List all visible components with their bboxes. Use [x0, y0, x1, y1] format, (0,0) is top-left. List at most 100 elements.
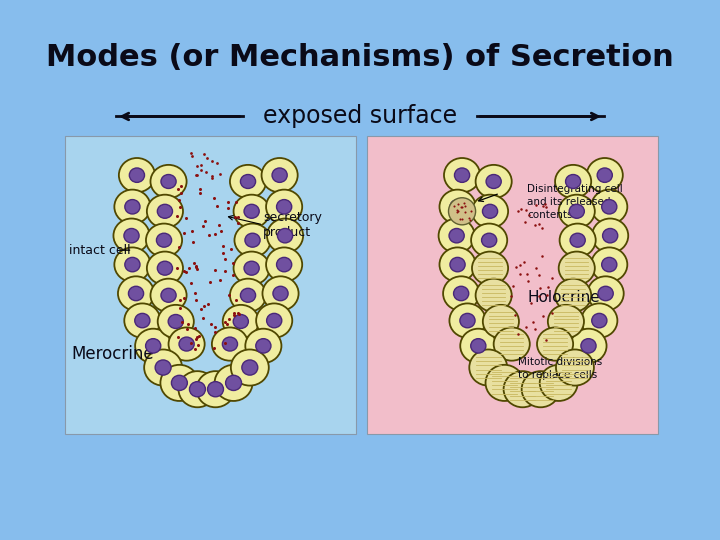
Ellipse shape: [135, 329, 171, 363]
Ellipse shape: [171, 375, 187, 390]
Ellipse shape: [222, 337, 238, 351]
Ellipse shape: [114, 247, 150, 282]
Ellipse shape: [602, 258, 617, 272]
Ellipse shape: [276, 200, 292, 214]
Ellipse shape: [240, 288, 256, 302]
Ellipse shape: [597, 168, 612, 183]
Ellipse shape: [439, 247, 476, 282]
Ellipse shape: [494, 327, 530, 361]
Ellipse shape: [146, 224, 182, 257]
Text: Merocrine: Merocrine: [71, 345, 153, 362]
Ellipse shape: [570, 233, 585, 247]
Ellipse shape: [273, 286, 288, 301]
Ellipse shape: [158, 305, 194, 338]
Ellipse shape: [598, 286, 613, 301]
Ellipse shape: [144, 349, 182, 386]
Ellipse shape: [158, 204, 173, 218]
Ellipse shape: [244, 204, 259, 218]
Ellipse shape: [261, 158, 297, 192]
Ellipse shape: [483, 305, 519, 338]
Ellipse shape: [168, 314, 184, 328]
Text: Holocrine: Holocrine: [527, 289, 600, 305]
Ellipse shape: [197, 371, 235, 407]
Ellipse shape: [124, 228, 139, 243]
Ellipse shape: [592, 313, 607, 328]
Bar: [367, 136, 658, 434]
Ellipse shape: [125, 258, 140, 272]
Ellipse shape: [118, 276, 154, 310]
Ellipse shape: [559, 195, 595, 228]
Text: intact cell: intact cell: [69, 244, 131, 256]
Ellipse shape: [439, 190, 476, 224]
Ellipse shape: [476, 165, 512, 198]
Text: Modes (or Mechanisms) of Secretion: Modes (or Mechanisms) of Secretion: [46, 43, 674, 72]
Ellipse shape: [235, 224, 271, 257]
Ellipse shape: [449, 303, 485, 338]
Ellipse shape: [592, 219, 629, 253]
Ellipse shape: [450, 258, 465, 272]
Ellipse shape: [156, 233, 171, 247]
Ellipse shape: [266, 247, 302, 282]
Text: exposed surface: exposed surface: [263, 104, 457, 129]
Bar: [65, 136, 356, 434]
Ellipse shape: [454, 286, 469, 301]
Ellipse shape: [587, 158, 623, 192]
Ellipse shape: [245, 233, 260, 247]
Ellipse shape: [485, 365, 523, 401]
Ellipse shape: [588, 276, 624, 310]
Ellipse shape: [591, 190, 627, 224]
Ellipse shape: [242, 360, 258, 375]
Ellipse shape: [230, 165, 266, 198]
Ellipse shape: [240, 174, 256, 188]
Ellipse shape: [256, 303, 292, 338]
Ellipse shape: [207, 382, 223, 397]
Ellipse shape: [450, 200, 465, 214]
Ellipse shape: [147, 252, 183, 285]
Ellipse shape: [522, 371, 559, 407]
Ellipse shape: [482, 233, 497, 247]
Text: Mitotic divisions
to replace cells: Mitotic divisions to replace cells: [518, 357, 603, 380]
Ellipse shape: [256, 339, 271, 353]
Ellipse shape: [246, 329, 282, 363]
Ellipse shape: [460, 329, 496, 363]
Ellipse shape: [135, 313, 150, 328]
Ellipse shape: [443, 276, 480, 310]
Ellipse shape: [570, 329, 606, 363]
Ellipse shape: [215, 365, 253, 401]
Ellipse shape: [233, 314, 248, 328]
Ellipse shape: [444, 158, 480, 192]
Ellipse shape: [161, 288, 176, 302]
Ellipse shape: [233, 195, 270, 228]
Ellipse shape: [272, 168, 287, 183]
Ellipse shape: [114, 219, 150, 253]
Ellipse shape: [581, 339, 596, 353]
Ellipse shape: [486, 174, 501, 188]
Ellipse shape: [125, 200, 140, 214]
Ellipse shape: [266, 190, 302, 224]
Ellipse shape: [471, 224, 507, 257]
Ellipse shape: [476, 279, 512, 312]
Ellipse shape: [125, 303, 161, 338]
Ellipse shape: [469, 349, 507, 386]
Ellipse shape: [150, 165, 186, 198]
Ellipse shape: [277, 228, 292, 243]
Ellipse shape: [540, 365, 577, 401]
Ellipse shape: [555, 165, 591, 198]
Ellipse shape: [548, 305, 584, 338]
Ellipse shape: [189, 382, 205, 397]
Ellipse shape: [212, 327, 248, 361]
Ellipse shape: [555, 279, 591, 312]
Ellipse shape: [537, 327, 573, 361]
Ellipse shape: [581, 303, 617, 338]
Ellipse shape: [503, 371, 541, 407]
Ellipse shape: [179, 371, 217, 407]
Ellipse shape: [168, 327, 204, 361]
Ellipse shape: [244, 261, 259, 275]
Ellipse shape: [472, 195, 508, 228]
Ellipse shape: [128, 286, 143, 301]
Ellipse shape: [266, 313, 282, 328]
Ellipse shape: [233, 252, 270, 285]
Ellipse shape: [155, 360, 171, 375]
Ellipse shape: [145, 339, 161, 353]
Ellipse shape: [225, 375, 241, 390]
